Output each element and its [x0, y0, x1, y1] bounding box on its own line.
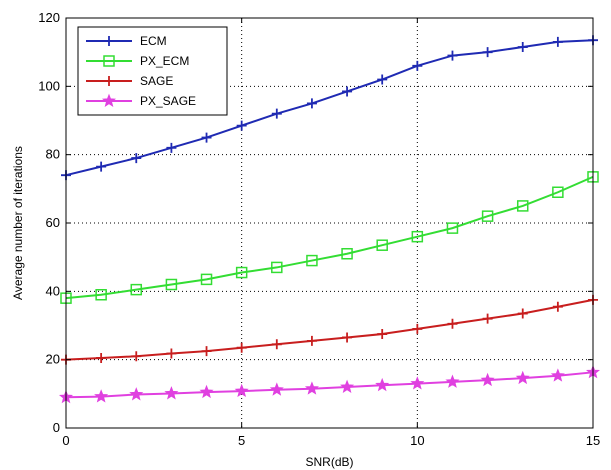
data-point-px-ecm: [552, 186, 564, 198]
data-point-px-sage: [445, 374, 460, 388]
data-point-px-sage: [269, 382, 284, 396]
data-point-px-sage: [550, 368, 565, 382]
x-axis-label: SNR(dB): [305, 455, 353, 469]
y-tick-label: 40: [46, 283, 60, 298]
data-point-px-sage: [234, 383, 249, 398]
data-point-px-sage: [515, 370, 530, 385]
data-point-sage: [517, 308, 528, 319]
data-point-px-ecm: [165, 278, 178, 291]
legend-marker-ecm: [104, 36, 114, 46]
legend-label-px-sage: PX_SAGE: [140, 94, 196, 108]
data-point-sage: [131, 351, 142, 362]
data-point-ecm: [377, 74, 388, 85]
y-axis-label: Average number of iterations: [11, 146, 25, 300]
data-point-sage: [236, 342, 247, 353]
data-point-ecm: [96, 161, 107, 172]
data-point-px-sage: [164, 386, 179, 400]
grid-lines: [66, 18, 593, 428]
series-line-sage: [65, 298, 594, 361]
y-tick-label: 120: [38, 10, 60, 25]
data-point-sage: [342, 332, 353, 343]
series-lines: [65, 39, 594, 399]
y-tick-label: 0: [53, 420, 60, 435]
data-point-px-sage: [410, 376, 425, 390]
data-point-px-ecm: [95, 289, 107, 301]
data-point-px-ecm: [411, 230, 424, 243]
data-point-sage: [271, 339, 282, 350]
legend-marker-px-sage: [101, 93, 117, 107]
data-point-ecm: [131, 153, 142, 164]
data-point-ecm: [271, 108, 282, 119]
data-point-px-sage: [129, 387, 144, 401]
data-point-sage: [377, 329, 388, 340]
data-point-ecm: [236, 120, 247, 131]
series-line-ecm: [65, 39, 594, 177]
data-point-ecm: [342, 86, 353, 97]
data-point-px-ecm: [306, 254, 318, 267]
data-point-px-sage: [94, 389, 109, 403]
data-point-ecm: [482, 47, 493, 58]
data-point-ecm: [201, 132, 212, 143]
legend-marker-sage: [104, 76, 114, 86]
data-point-px-ecm: [271, 261, 283, 274]
data-point-px-sage: [340, 379, 355, 393]
data-point-px-ecm: [481, 210, 494, 222]
data-point-sage: [201, 346, 212, 357]
data-point-ecm: [306, 98, 317, 109]
legend-label-ecm: ECM: [140, 34, 167, 48]
data-point-px-ecm: [200, 273, 213, 286]
data-point-ecm: [166, 142, 177, 153]
series-line-px-ecm: [65, 175, 594, 300]
y-tick-label: 20: [46, 352, 60, 367]
data-point-px-ecm: [376, 239, 388, 251]
y-tick-label: 80: [46, 147, 60, 162]
x-tick-label: 10: [410, 433, 424, 448]
data-point-sage: [482, 313, 493, 324]
data-point-px-ecm: [130, 283, 143, 296]
data-point-ecm: [517, 42, 528, 53]
data-point-sage: [306, 335, 317, 346]
data-point-ecm: [552, 36, 563, 47]
tick-labels: 0 5 10 15 0 20 40 60 80 100 120: [38, 10, 600, 448]
data-point-ecm: [412, 60, 423, 71]
data-point-px-ecm: [341, 248, 353, 260]
legend-label-px-ecm: PX_ECM: [140, 54, 189, 68]
legend-label-sage: SAGE: [140, 74, 173, 88]
data-point-sage: [96, 352, 107, 363]
series-line-px-sage: [65, 371, 594, 399]
data-point-sage: [166, 348, 177, 359]
axis-ticks: [65, 17, 594, 429]
y-tick-label: 100: [38, 78, 60, 93]
x-tick-label: 0: [62, 433, 69, 448]
data-point-px-sage: [375, 377, 390, 392]
data-point-px-ecm: [516, 200, 529, 212]
legend-marker-px-ecm: [103, 55, 115, 67]
data-point-px-ecm: [235, 266, 248, 279]
data-point-px-sage: [480, 372, 495, 387]
data-point-ecm: [447, 50, 458, 61]
data-point-px-sage: [304, 381, 319, 395]
data-point-sage: [447, 318, 458, 329]
y-tick-label: 60: [46, 215, 60, 230]
legend: ECM PX_ECM SAGE PX_SAGE: [77, 26, 228, 116]
x-tick-label: 5: [238, 433, 245, 448]
x-tick-label: 15: [586, 433, 600, 448]
data-point-sage: [552, 301, 563, 312]
data-point-px-sage: [199, 384, 214, 399]
data-point-sage: [412, 323, 423, 334]
data-point-px-ecm: [446, 222, 459, 234]
